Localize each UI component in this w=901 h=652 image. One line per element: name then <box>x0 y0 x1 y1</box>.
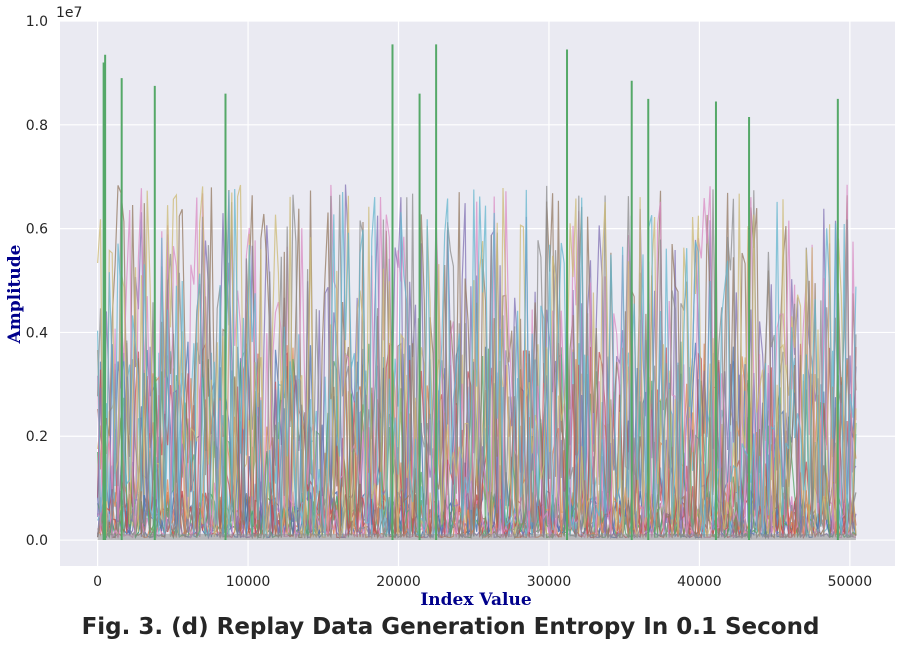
x-tick-label: 40000 <box>677 574 722 590</box>
x-tick-label: 30000 <box>527 574 572 590</box>
y-tick-label: 0.4 <box>26 325 48 341</box>
y-tick-label: 0.0 <box>26 533 48 549</box>
y-axis-label: Amplitude <box>5 244 25 344</box>
y-tick-label: 0.6 <box>26 222 48 238</box>
y-tick-label: 1.0 <box>26 14 48 30</box>
series-line <box>97 184 857 539</box>
y-scale-offset-label: 1e7 <box>56 5 82 21</box>
y-tick-label: 0.8 <box>26 118 48 134</box>
x-tick-label: 20000 <box>376 574 421 590</box>
series-layer <box>97 44 857 541</box>
series-line <box>97 188 857 538</box>
baseline-band <box>97 533 856 541</box>
x-tick-label: 0 <box>93 574 102 590</box>
x-tick-label: 10000 <box>226 574 271 590</box>
y-tick-label: 0.2 <box>26 429 48 445</box>
figure-caption: Fig. 3. (d) Replay Data Generation Entro… <box>81 614 820 640</box>
tick-labels: 0 10000 20000 30000 40000 50000 0.0 0.2 0.4 0.6 0.… <box>26 14 872 590</box>
x-axis-label: Index Value <box>420 590 532 610</box>
x-tick-label: 50000 <box>828 574 873 590</box>
